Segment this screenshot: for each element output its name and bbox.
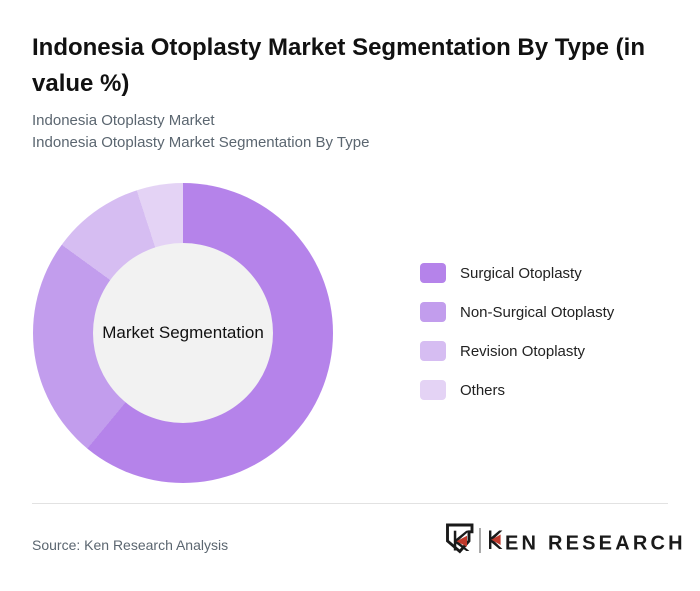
svg-text:EN RESEARCH: EN RESEARCH bbox=[505, 533, 686, 555]
